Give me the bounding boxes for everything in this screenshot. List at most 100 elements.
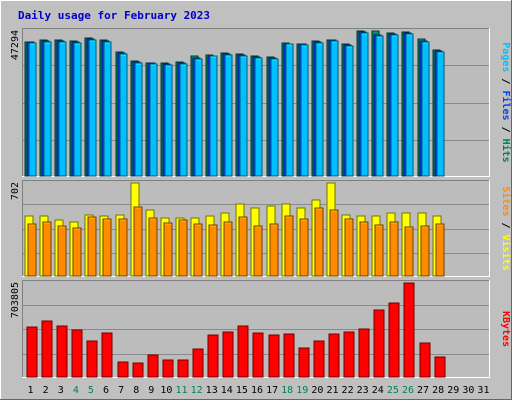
x-axis-ticks: 1 2 3 4 5 6 7 8 9 10 11 12 13 14 15 16 17 18 19 20 21 22 23 24 2… [28, 385, 490, 396]
side-legend-part-2: Files [500, 90, 512, 120]
bar-body [237, 325, 249, 378]
bar-body [283, 333, 295, 378]
bar-kbytes-day-19 [298, 347, 310, 378]
bar-pages-day-23 [360, 32, 369, 177]
bar-kbytes-day-5 [86, 340, 98, 378]
x-tick-27: 27 [417, 385, 429, 396]
bar-body [314, 207, 324, 277]
bar-sites-day-7 [118, 218, 128, 277]
bar-body [345, 45, 354, 177]
bar-body [119, 53, 128, 177]
bar-kbytes-day-14 [222, 331, 234, 378]
x-tick-24: 24 [372, 385, 384, 396]
bar-body [390, 34, 399, 177]
bar-body [238, 216, 248, 277]
bar-body [298, 347, 310, 378]
bar-sites-day-22 [344, 218, 354, 277]
bar-body [222, 331, 234, 378]
bar-sites-day-21 [329, 209, 339, 277]
bar-body [101, 332, 113, 378]
bar-kbytes-day-21 [328, 333, 340, 378]
bar-kbytes-day-9 [147, 354, 159, 378]
side-legend: Pages / Files / Hits [500, 42, 512, 162]
x-tick-4: 4 [73, 385, 79, 396]
x-tick-19: 19 [296, 385, 308, 396]
bar-sites-day-5 [87, 216, 97, 277]
x-tick-25: 25 [387, 385, 399, 396]
bar-body [26, 326, 38, 378]
bar-body [133, 206, 143, 277]
bar-kbytes-day-28 [434, 356, 446, 378]
bar-sites-day-11 [178, 219, 188, 277]
bar-kbytes-day-24 [373, 309, 385, 378]
bar-body [118, 218, 128, 277]
bar-body [163, 222, 173, 277]
side-legend-part-1: / [500, 216, 511, 234]
x-tick-10: 10 [160, 385, 172, 396]
bar-sites-day-4 [72, 227, 82, 277]
bar-body [434, 356, 446, 378]
bar-pages-day-5 [88, 39, 97, 177]
bar-sites-day-10 [163, 222, 173, 277]
bar-kbytes-day-18 [283, 333, 295, 378]
x-tick-7: 7 [118, 385, 124, 396]
x-tick-18: 18 [281, 385, 293, 396]
bar-kbytes-day-10 [162, 359, 174, 378]
bar-body [330, 40, 339, 177]
x-tick-5: 5 [88, 385, 94, 396]
bar-pages-day-3 [58, 41, 67, 177]
bar-sites-day-18 [284, 215, 294, 277]
bar-kbytes-day-4 [71, 329, 83, 378]
bar-pages-day-10 [164, 64, 173, 177]
bar-kbytes-day-16 [252, 332, 264, 378]
bar-kbytes-day-3 [56, 325, 68, 378]
x-tick-29: 29 [447, 385, 459, 396]
x-tick-8: 8 [133, 385, 139, 396]
bar-body [285, 43, 294, 177]
side-legend-part-0: Pages [500, 42, 511, 72]
bar-body [343, 331, 355, 378]
side-legend-part-3: / [500, 121, 511, 139]
x-tick-21: 21 [326, 385, 338, 396]
bar-kbytes-day-6 [101, 332, 113, 378]
bar-body [389, 221, 399, 277]
bar-body [268, 334, 280, 378]
bar-body [148, 217, 158, 277]
x-tick-17: 17 [266, 385, 278, 396]
bar-body [270, 58, 279, 177]
bar-pages-day-18 [285, 43, 294, 177]
bar-kbytes-day-12 [192, 348, 204, 378]
bar-body [300, 44, 309, 177]
panel-kbytes: 703805 KBytes [10, 280, 511, 378]
bar-kbytes-day-13 [207, 334, 219, 378]
bar-kbytes-day-23 [358, 328, 370, 378]
bar-sites-day-24 [374, 224, 384, 277]
bar-body [359, 221, 369, 277]
bar-kbytes-day-2 [41, 320, 53, 378]
bar-sites-day-3 [57, 225, 67, 277]
bar-sites-day-13 [208, 224, 218, 277]
bar-pages-day-22 [345, 45, 354, 177]
bar-body [194, 58, 203, 177]
bar-body [388, 302, 400, 378]
bar-pages-day-15 [239, 55, 248, 177]
panel-visits_sites: 702 Sites / Visits [10, 180, 512, 277]
bar-body [149, 63, 158, 177]
bar-kbytes-day-22 [343, 331, 355, 378]
side-legend-part-0: KBytes [500, 311, 511, 347]
bar-body [86, 340, 98, 378]
panel-hits_files_pages: 47294 Pages / Files / Hits [10, 28, 512, 177]
bar-body [299, 218, 309, 277]
bar-body [179, 63, 188, 177]
bar-sites-day-23 [359, 221, 369, 277]
x-tick-15: 15 [236, 385, 248, 396]
bar-body [42, 221, 52, 277]
bar-kbytes-day-15 [237, 325, 249, 378]
x-tick-22: 22 [342, 385, 354, 396]
bar-kbytes-day-1 [26, 326, 38, 378]
y-max-label: 47294 [10, 30, 21, 60]
y-max-label: 702 [10, 182, 21, 200]
side-legend: KBytes [500, 311, 511, 347]
bar-kbytes-day-20 [313, 340, 325, 378]
bar-body [419, 342, 431, 378]
